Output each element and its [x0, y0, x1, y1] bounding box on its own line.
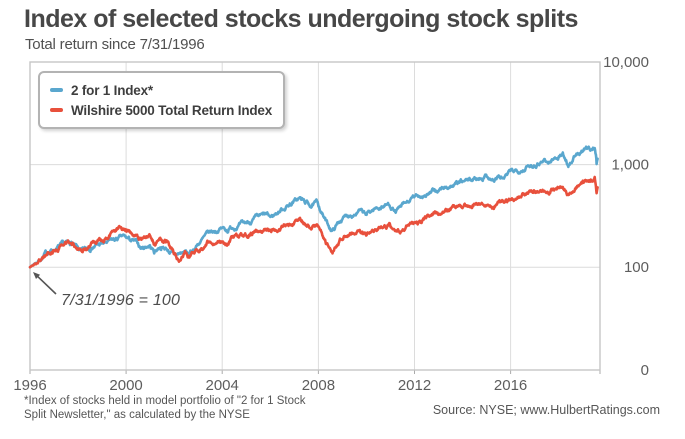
- footnote-line1: *Index of stocks held in model portfolio…: [24, 395, 306, 407]
- footnote: *Index of stocks held in model portfolio…: [24, 395, 306, 422]
- chart-subtitle: Total return since 7/31/1996: [25, 36, 205, 53]
- x-tick-label-2012: 2012: [398, 377, 431, 394]
- legend-item-2for1: 2 for 1 Index*: [50, 80, 272, 100]
- legend-label-wilshire: Wilshire 5000 Total Return Index: [71, 102, 273, 118]
- x-tick-label-2000: 2000: [109, 377, 142, 394]
- series-line-wilshire-5000: [28, 175, 599, 269]
- series-line-2for1-index: [28, 145, 599, 269]
- legend-swatch-red-line: [50, 108, 63, 112]
- y-tick-label-100: 100: [624, 259, 649, 276]
- chart-title: Index of selected stocks undergoing stoc…: [24, 5, 578, 33]
- annotation-arrow-line: [36, 275, 57, 295]
- footnote-line2: Split Newsletter," as calculated by the …: [24, 408, 250, 421]
- legend-label-2for1: 2 for 1 Index*: [71, 82, 153, 98]
- y-tick-label-1000: 1,000: [611, 157, 649, 174]
- x-tick-label-2008: 2008: [302, 377, 335, 394]
- x-tick-label-1996: 1996: [13, 377, 46, 394]
- x-tick-label-2004: 2004: [206, 377, 239, 394]
- x-tick-label-2016: 2016: [494, 377, 527, 394]
- y-tick-label-10000: 10,000: [603, 54, 649, 71]
- y-tick-label-0: 0: [641, 362, 649, 379]
- base-value-annotation: 7/31/1996 = 100: [61, 292, 181, 309]
- plot-frame: [29, 61, 601, 371]
- source-credit: Source: NYSE; www.HulbertRatings.com: [432, 403, 660, 417]
- legend: 2 for 1 Index* Wilshire 5000 Total Retur…: [38, 71, 286, 129]
- legend-swatch-blue-line: [50, 88, 63, 92]
- legend-item-wilshire: Wilshire 5000 Total Return Index: [50, 100, 272, 120]
- annotation-arrow-head: [33, 272, 41, 279]
